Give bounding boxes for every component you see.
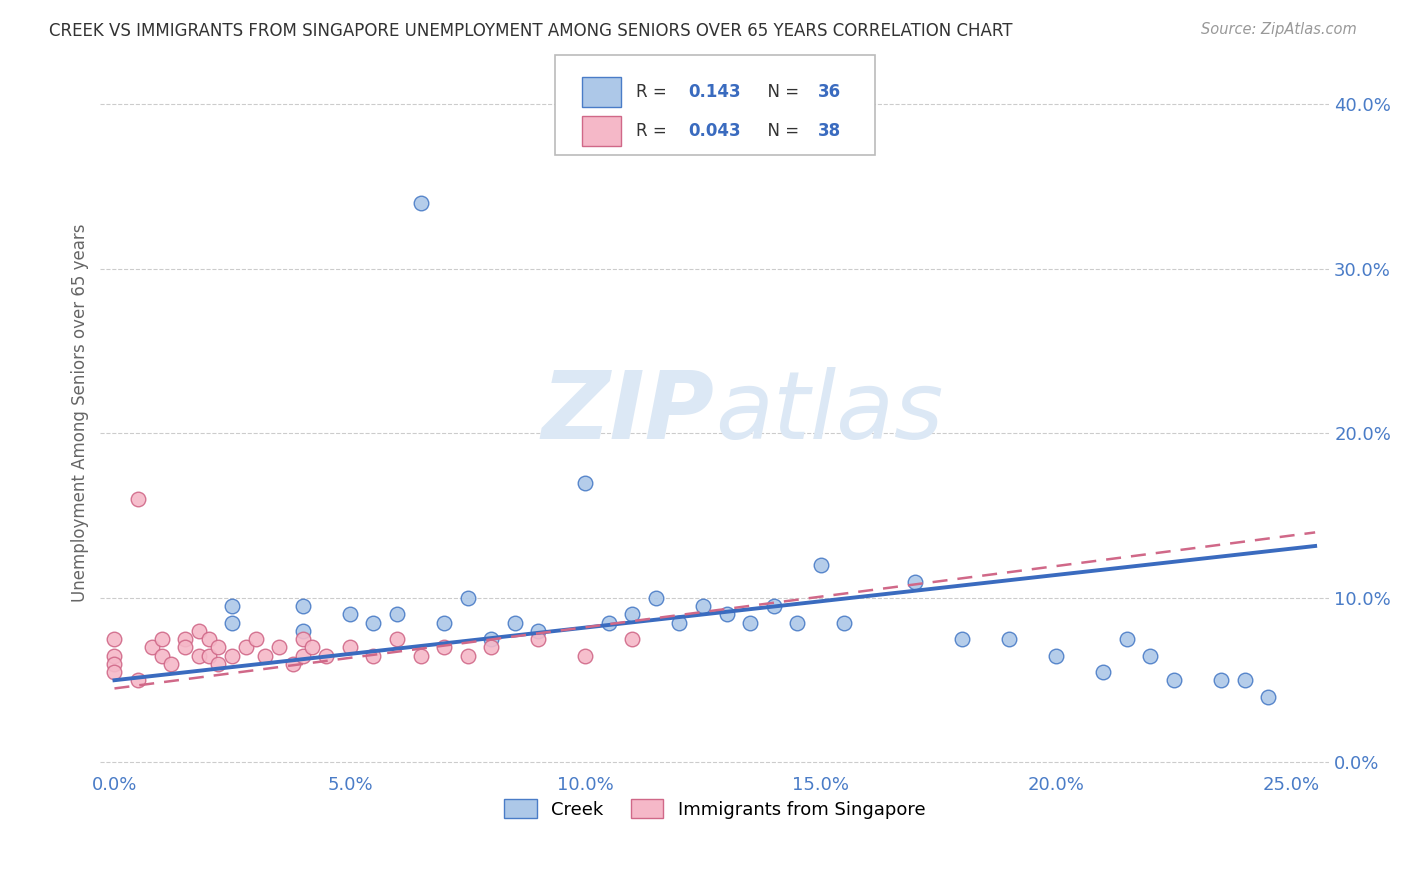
Point (832, 615, 855, 630)
Point (197, 632, 219, 646)
Point (339, 607, 361, 622)
Text: ZIP: ZIP (541, 367, 714, 458)
Point (103, 665, 125, 679)
Point (385, 632, 408, 646)
Text: R =: R = (636, 122, 672, 140)
Point (598, 615, 620, 630)
Text: 38: 38 (818, 122, 841, 140)
Point (188, 648, 211, 663)
Y-axis label: Unemployment Among Seniors over 65 years: Unemployment Among Seniors over 65 years (72, 224, 89, 602)
Point (409, 648, 432, 663)
Point (245, 632, 267, 646)
Point (301, 640, 323, 655)
Point (141, 640, 163, 655)
Point (221, 599, 243, 614)
Text: 0.043: 0.043 (688, 122, 741, 140)
Point (150, 648, 173, 663)
Point (1045, 648, 1067, 663)
Point (740, 615, 762, 630)
Point (174, 632, 197, 646)
Point (221, 648, 243, 663)
Point (291, 624, 314, 638)
Point (283, 657, 305, 671)
Point (527, 624, 550, 638)
Point (174, 640, 197, 655)
Text: N =: N = (756, 122, 804, 140)
Point (1209, 673, 1232, 688)
Point (127, 673, 149, 688)
Point (103, 632, 125, 646)
Point (339, 640, 361, 655)
Point (574, 475, 596, 490)
Point (1163, 673, 1185, 688)
Point (621, 632, 644, 646)
Text: 36: 36 (818, 83, 841, 102)
Point (503, 615, 526, 630)
Point (188, 624, 211, 638)
Point (291, 599, 314, 614)
Legend: Creek, Immigrants from Singapore: Creek, Immigrants from Singapore (498, 792, 932, 826)
Point (1139, 648, 1161, 663)
Point (1092, 665, 1115, 679)
Point (291, 648, 314, 663)
Point (998, 632, 1021, 646)
Point (363, 648, 385, 663)
Point (716, 607, 738, 622)
Point (950, 632, 973, 646)
Point (433, 615, 456, 630)
Point (433, 640, 456, 655)
Point (574, 648, 596, 663)
Point (385, 607, 408, 622)
Point (221, 615, 243, 630)
Point (409, 196, 432, 211)
Point (103, 648, 125, 663)
Text: atlas: atlas (714, 368, 943, 458)
Point (235, 640, 257, 655)
Text: N =: N = (756, 83, 804, 102)
FancyBboxPatch shape (555, 55, 875, 155)
Point (645, 591, 668, 605)
Text: Source: ZipAtlas.com: Source: ZipAtlas.com (1201, 22, 1357, 37)
Point (668, 615, 690, 630)
Text: 0.143: 0.143 (688, 83, 741, 102)
Point (127, 492, 149, 507)
Point (692, 599, 714, 614)
Point (762, 599, 785, 614)
Point (457, 591, 479, 605)
Text: CREEK VS IMMIGRANTS FROM SINGAPORE UNEMPLOYMENT AMONG SENIORS OVER 65 YEARS CORR: CREEK VS IMMIGRANTS FROM SINGAPORE UNEMP… (49, 22, 1012, 40)
Point (457, 648, 479, 663)
Point (363, 615, 385, 630)
Point (904, 574, 927, 589)
Point (207, 640, 229, 655)
Point (150, 632, 173, 646)
FancyBboxPatch shape (582, 78, 621, 107)
Point (786, 615, 808, 630)
Text: R =: R = (636, 83, 672, 102)
Point (479, 632, 502, 646)
Point (207, 657, 229, 671)
Point (269, 640, 291, 655)
Point (103, 657, 125, 671)
Point (810, 558, 832, 572)
Point (160, 657, 183, 671)
Point (254, 648, 277, 663)
Point (1115, 632, 1137, 646)
Point (1257, 690, 1279, 704)
Point (315, 648, 337, 663)
Point (291, 632, 314, 646)
Point (1233, 673, 1256, 688)
Point (197, 648, 219, 663)
Point (621, 607, 644, 622)
FancyBboxPatch shape (582, 116, 621, 146)
Point (479, 640, 502, 655)
Point (527, 632, 550, 646)
